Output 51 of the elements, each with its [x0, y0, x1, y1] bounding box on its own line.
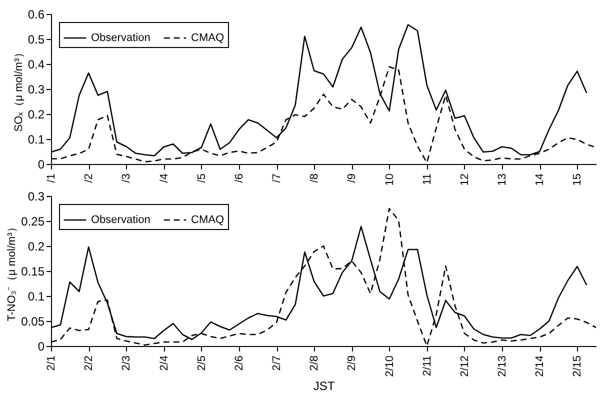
x-tick-label: 2/12	[458, 356, 471, 377]
x-tick-label: 2/15	[572, 356, 584, 377]
x-tick-label: /5	[196, 174, 208, 183]
y-tick-label: 0.25	[21, 214, 45, 228]
legend-label: CMAQ	[191, 32, 224, 44]
legend-label: Observation	[91, 214, 150, 226]
y-tick-label: 0.3	[28, 190, 45, 204]
x-tick-label: /6	[233, 174, 246, 183]
y-axis-title: T-NO₃⁻（μ mol/m³）	[6, 222, 18, 322]
x-tick-label: 13	[496, 174, 509, 186]
x-tick-label: /8	[308, 174, 321, 183]
x-tick-label: /9	[346, 174, 358, 183]
x-tick-label: 2/2	[83, 356, 96, 371]
x-tick-label: 2/11	[421, 356, 434, 376]
x-tick-label: 2/1	[46, 356, 58, 371]
x-tick-label: 2/7	[271, 356, 284, 371]
y-tick-label: 0.2	[28, 108, 45, 122]
x-tick-label: /4	[158, 174, 170, 183]
x-tick-label: 10	[384, 174, 396, 186]
legend-label: Observation	[91, 32, 150, 44]
y-tick-label: 0.1	[28, 132, 45, 146]
y-tick-label: 0.5	[28, 32, 45, 46]
y-tick-label: 0.05	[21, 314, 45, 328]
x-tick-label: /3	[120, 174, 133, 183]
y-tick-label: 0.6	[28, 8, 45, 22]
y-tick-label: 0.4	[28, 58, 45, 72]
y-tick-label: 0	[38, 340, 45, 354]
x-tick-label: 2/5	[196, 356, 208, 371]
y-tick-label: 0	[38, 158, 45, 172]
x-tick-label: 2/3	[120, 356, 133, 371]
y-tick-label: 0.2	[28, 240, 45, 254]
x-tick-label: 11	[421, 174, 434, 185]
x-tick-label: 12	[458, 174, 471, 186]
x-axis-title: JST	[313, 378, 336, 393]
x-tick-label: /2	[83, 174, 96, 183]
x-tick-label: 14	[534, 174, 546, 186]
x-tick-label: 2/6	[233, 356, 246, 371]
x-tick-label: 2/8	[308, 356, 321, 371]
y-tick-label: 0.1	[28, 290, 45, 304]
x-tick-label: 2/4	[158, 356, 170, 371]
x-tick-label: 2/10	[384, 356, 396, 377]
x-tick-label: /7	[271, 174, 284, 183]
legend-label: CMAQ	[191, 214, 224, 226]
y-tick-label: 0.15	[21, 264, 45, 278]
x-tick-label: /1	[46, 174, 58, 183]
x-tick-label: 2/14	[534, 356, 546, 377]
x-tick-label: 2/9	[346, 356, 358, 371]
x-tick-label: 15	[572, 174, 584, 186]
y-axis-title: SOₓ（μ mol/m³）	[12, 47, 25, 132]
y-tick-label: 0.3	[28, 82, 45, 96]
x-tick-label: 2/13	[496, 356, 509, 377]
